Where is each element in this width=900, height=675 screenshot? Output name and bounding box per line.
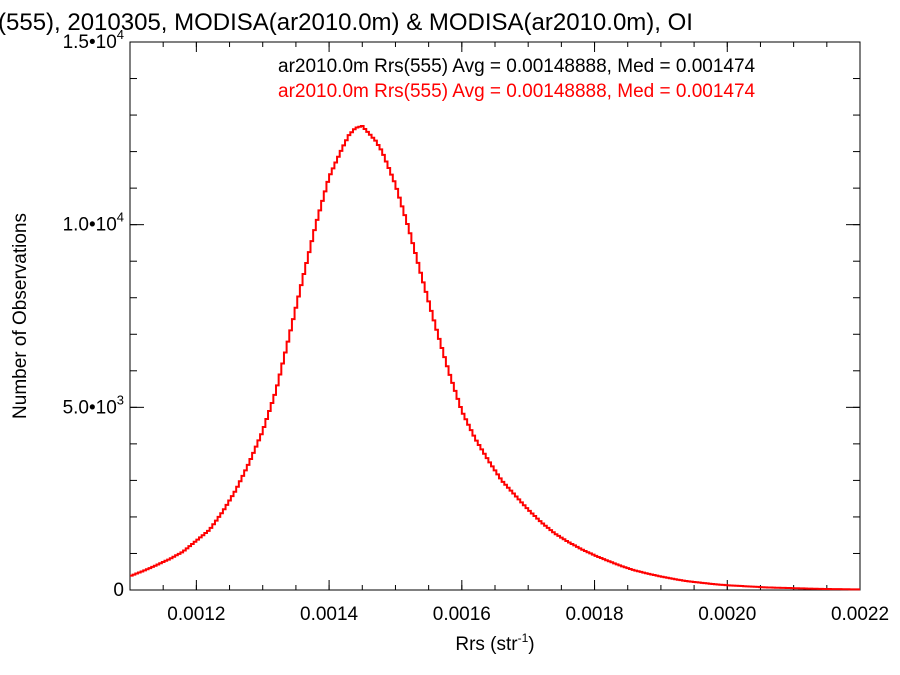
- y-tick-mantissa-1: 5.0•10: [63, 397, 117, 418]
- y-tick-mantissa-0: 0: [113, 580, 124, 601]
- y-tick-label-1: 5.0•103: [63, 392, 124, 418]
- x-axis-label-main: Rrs (str: [455, 634, 518, 655]
- y-tick-exponent-3: 4: [117, 27, 124, 42]
- y-tick-exponent-1: 3: [117, 392, 124, 407]
- y-tick-label-2: 1.0•104: [63, 210, 124, 236]
- y-tick-mantissa-3: 1.5•10: [63, 32, 117, 53]
- x-axis-label: Rrs (str-1): [455, 631, 534, 655]
- y-tick-label-0: 0: [113, 580, 124, 601]
- plot-border: [129, 41, 861, 591]
- y-tick-exponent-2: 4: [117, 210, 124, 225]
- y-tick-mantissa-2: 1.0•10: [63, 215, 117, 236]
- y-axis-label: Number of Observations: [10, 213, 31, 419]
- axis-ticks: [129, 41, 861, 591]
- x-tick-label-0: 0.0012: [167, 604, 225, 625]
- x-tick-label-5: 0.0022: [831, 604, 889, 625]
- plot-frame: [129, 41, 861, 591]
- x-tick-label-2: 0.0016: [433, 604, 491, 625]
- x-axis-label-end: ): [528, 634, 534, 655]
- chart-title: (555), 2010305, MODISA(ar2010.0m) & MODI…: [0, 9, 693, 36]
- x-tick-labels: 0.0012 0.0014 0.0016 0.0018 0.0020 0.0022: [167, 604, 889, 625]
- legend-entry-0: ar2010.0m Rrs(555) Avg = 0.00148888, Med…: [278, 56, 756, 77]
- x-tick-label-3: 0.0018: [565, 604, 623, 625]
- series-line-rrs555: [130, 125, 860, 591]
- y-tick-label-3: 1.5•104: [63, 27, 124, 53]
- x-axis-label-superscript: -1: [518, 631, 529, 645]
- legend: ar2010.0m Rrs(555) Avg = 0.00148888, Med…: [278, 56, 756, 102]
- x-tick-label-4: 0.0020: [698, 604, 756, 625]
- x-tick-label-1: 0.0014: [300, 604, 359, 625]
- legend-entry-1: ar2010.0m Rrs(555) Avg = 0.00148888, Med…: [278, 81, 756, 102]
